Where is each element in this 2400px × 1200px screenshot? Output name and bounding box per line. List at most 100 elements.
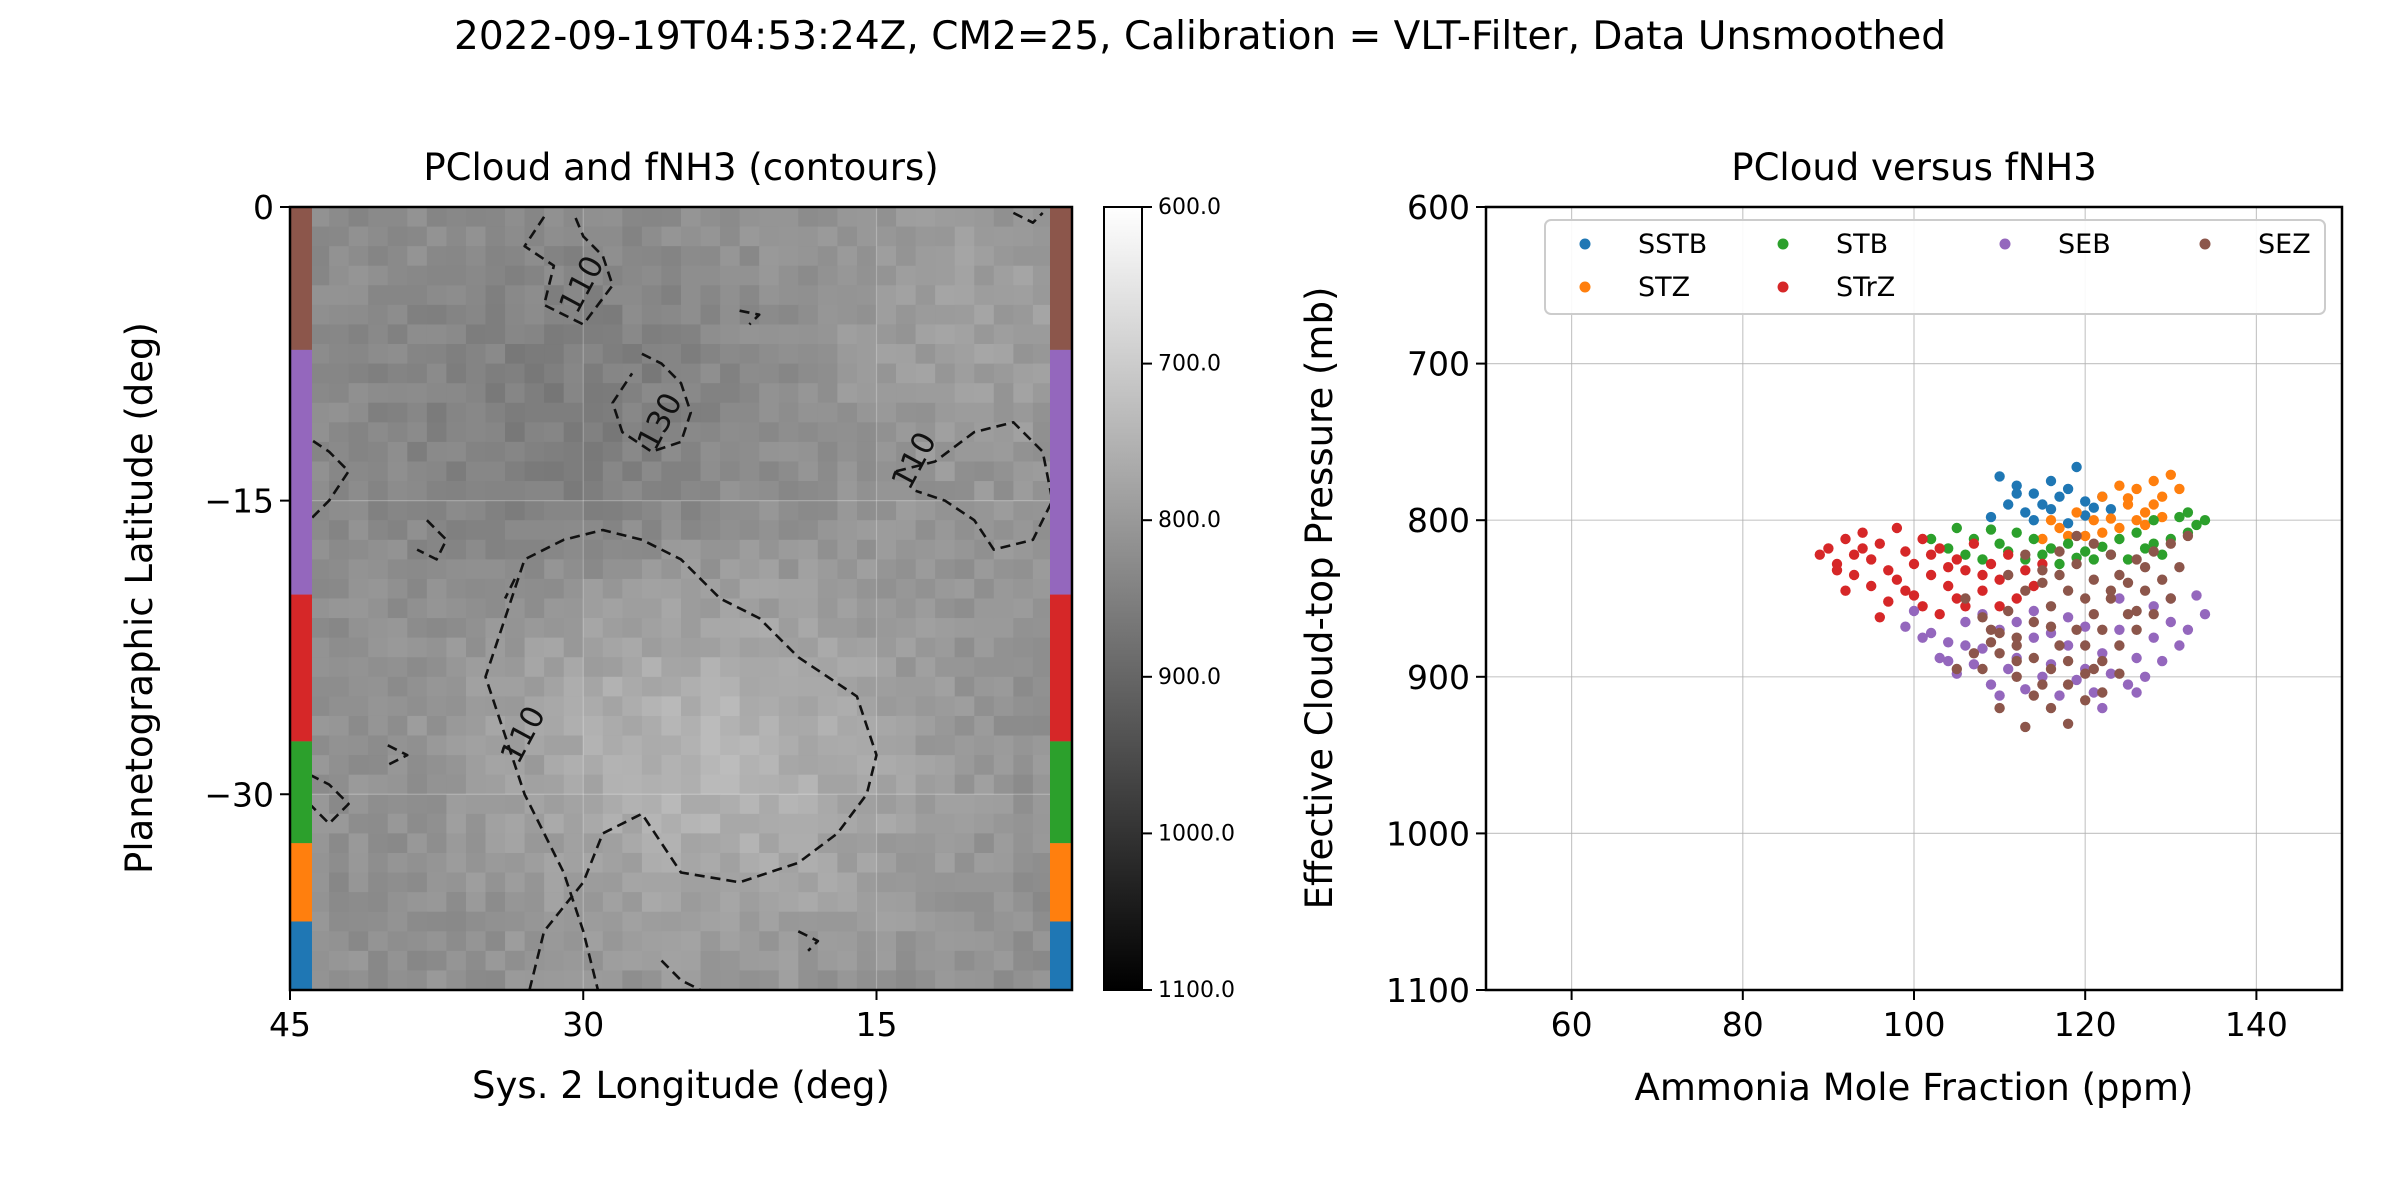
- scatter-point-stz: [2174, 483, 2185, 495]
- heatmap-cell: [348, 539, 369, 560]
- heatmap-cell: [661, 598, 682, 619]
- heatmap-cell: [778, 363, 799, 384]
- fnh3-contour-line: [611, 352, 693, 454]
- scatter-point-seb: [1900, 621, 1911, 632]
- heatmap-cell: [739, 696, 760, 717]
- heatmap-cell: [309, 265, 330, 286]
- heatmap-cell: [602, 559, 623, 580]
- heatmap-cell: [465, 755, 487, 776]
- heatmap-cell: [700, 344, 721, 365]
- heatmap-cell: [426, 637, 447, 658]
- heatmap-cell: [778, 657, 799, 678]
- heatmap-cell: [329, 520, 350, 541]
- heatmap-cell: [407, 657, 428, 678]
- heatmap-cell: [309, 559, 330, 580]
- heatmap-cell: [856, 657, 878, 678]
- heatmap-cell: [622, 226, 643, 247]
- heatmap-cell: [935, 363, 956, 384]
- heatmap-cell: [1032, 500, 1054, 521]
- heatmap-cell: [817, 872, 838, 893]
- heatmap-cell: [759, 246, 780, 267]
- band-strip-left: [290, 921, 312, 990]
- heatmap-cell: [720, 246, 741, 267]
- scatter-point-strz: [2011, 593, 2022, 604]
- heatmap-cell: [837, 735, 858, 756]
- scatter-point-sstb: [2020, 507, 2031, 518]
- heatmap-cell: [720, 324, 741, 345]
- heatmap-cell: [368, 950, 389, 972]
- heatmap-cell: [915, 872, 936, 893]
- scatter-point-sez: [2062, 585, 2074, 596]
- heatmap-cell: [583, 304, 604, 326]
- scatter-point-seb: [2054, 690, 2065, 701]
- scatter-point-sstb: [2028, 515, 2040, 526]
- heatmap-cell: [583, 852, 604, 874]
- heatmap-cell: [837, 813, 858, 834]
- heatmap-cell: [446, 950, 467, 972]
- heatmap-cell: [329, 344, 350, 365]
- heatmap-cell: [681, 344, 702, 365]
- scatter-x-tick-label: 120: [2054, 1005, 2117, 1044]
- heatmap-cell: [739, 500, 760, 521]
- heatmap-cell: [954, 637, 975, 658]
- heatmap-cell: [387, 813, 408, 834]
- heatmap-cell: [407, 441, 428, 463]
- heatmap-cell: [876, 422, 897, 443]
- heatmap-cell: [817, 676, 838, 697]
- heatmap-cell: [524, 520, 545, 541]
- heatmap-cell: [954, 578, 975, 600]
- heatmap-cell: [544, 539, 565, 560]
- heatmap-cell: [309, 637, 330, 658]
- scatter-point-sez: [2054, 640, 2065, 651]
- heatmap-cell: [759, 226, 780, 247]
- heatmap-cell: [465, 676, 487, 697]
- heatmap-cell: [935, 715, 956, 737]
- heatmap-cell: [602, 207, 623, 228]
- heatmap-cell: [1013, 383, 1034, 404]
- heatmap-cell: [896, 481, 917, 502]
- heatmap-cell: [641, 911, 663, 932]
- fnh3-contour-line: [895, 420, 1054, 551]
- heatmap-cell: [446, 852, 467, 874]
- heatmap-cell: [446, 833, 467, 854]
- heatmap-cell: [896, 265, 917, 286]
- heatmap-cell: [661, 774, 682, 795]
- heatmap-cell: [856, 246, 878, 267]
- heatmap-cell: [544, 735, 565, 756]
- band-strip-left: [290, 843, 312, 922]
- heatmap-cell: [915, 911, 936, 932]
- heatmap-cell: [426, 344, 447, 365]
- heatmap-cell: [465, 657, 487, 678]
- scatter-point-sstb: [2011, 488, 2022, 499]
- heatmap-cell: [505, 696, 526, 717]
- heatmap-cell: [896, 304, 917, 326]
- heatmap-cell: [505, 931, 526, 952]
- heatmap-cell: [798, 422, 819, 443]
- heatmap-cell: [817, 755, 838, 776]
- heatmap-cell: [974, 833, 995, 854]
- heatmap-cell: [329, 833, 350, 854]
- heatmap-cell: [681, 363, 702, 384]
- heatmap-cell: [935, 383, 956, 404]
- heatmap-cell: [368, 500, 389, 521]
- heatmap-cell: [876, 931, 897, 952]
- heatmap-cell: [309, 852, 330, 874]
- heatmap-cell: [739, 872, 760, 893]
- heatmap-cell: [700, 363, 721, 384]
- scatter-point-strz: [1943, 562, 1954, 573]
- fnh3-contour-line: [660, 959, 702, 990]
- heatmap-cell: [739, 344, 760, 365]
- heatmap-cell: [798, 950, 819, 972]
- heatmap-cell: [544, 794, 565, 815]
- scatter-point-stz: [2097, 527, 2108, 538]
- heatmap-cell: [954, 911, 975, 932]
- heatmap-cell: [329, 246, 350, 267]
- scatter-point-seb: [2157, 655, 2168, 667]
- heatmap-cell: [387, 715, 408, 737]
- scatter-point-sez: [2011, 655, 2022, 667]
- heatmap-cell: [485, 363, 506, 384]
- heatmap-cell: [622, 441, 643, 463]
- heatmap-cell: [876, 755, 897, 776]
- heatmap-cell: [446, 324, 467, 345]
- heatmap-cell: [583, 637, 604, 658]
